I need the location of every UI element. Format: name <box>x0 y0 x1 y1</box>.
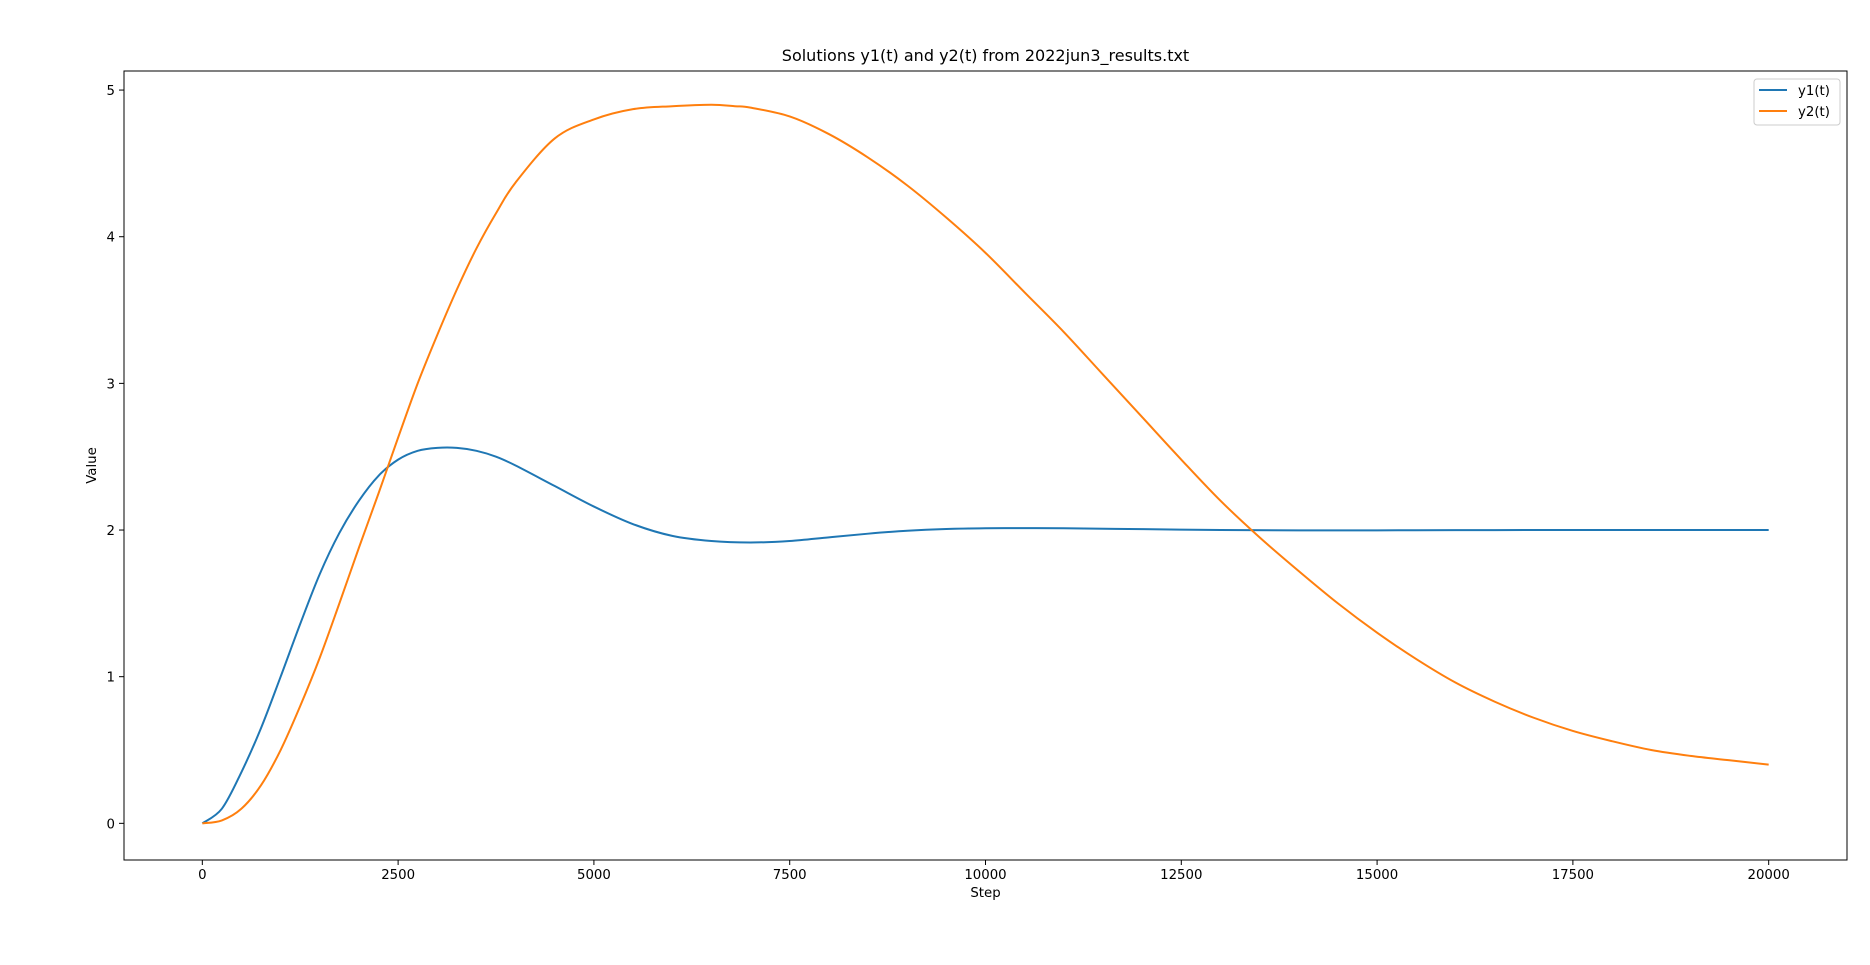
x-tick-label: 15000 <box>1356 868 1398 883</box>
y-tick-label: 4 <box>107 231 115 246</box>
x-tick-label: 10000 <box>964 868 1006 883</box>
legend-label: y1(t) <box>1798 84 1830 99</box>
chart-title: Solutions y1(t) and y2(t) from 2022jun3_… <box>782 46 1189 66</box>
legend: y1(t) y2(t) <box>1753 78 1841 126</box>
y-axis-label: Value <box>85 447 100 484</box>
x-tick-label: 7500 <box>773 868 807 883</box>
x-axis: 0 2500 5000 7500 10000 12500 15000 17500 20000 <box>198 860 1790 883</box>
y-tick-label: 1 <box>107 671 115 686</box>
series-lines <box>201 103 1769 825</box>
x-tick-label: 17500 <box>1552 868 1594 883</box>
x-tick-label: 20000 <box>1748 868 1790 883</box>
x-tick-label: 2500 <box>381 868 415 883</box>
y-tick-label: 2 <box>107 524 115 539</box>
y-tick-label: 5 <box>107 84 115 99</box>
x-tick-label: 0 <box>198 868 206 883</box>
series-line-y1t <box>201 446 1769 825</box>
y-axis: 0 1 2 3 4 5 <box>107 84 124 832</box>
x-tick-label: 12500 <box>1160 868 1202 883</box>
y-tick-label: 0 <box>107 817 115 832</box>
series-line-y2t <box>202 103 1769 825</box>
legend-label: y2(t) <box>1798 105 1830 120</box>
x-tick-label: 5000 <box>577 868 611 883</box>
y-tick-label: 3 <box>107 377 115 392</box>
x-axis-label: Step <box>970 886 1000 901</box>
